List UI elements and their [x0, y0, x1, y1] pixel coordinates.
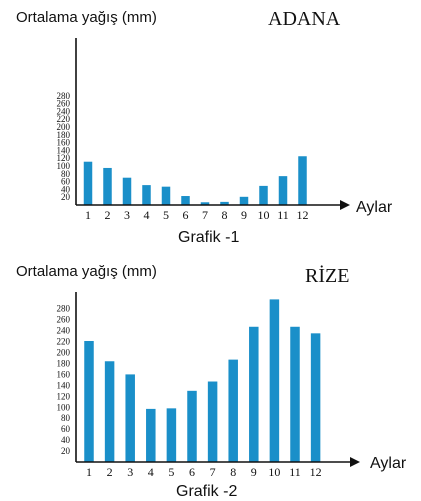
- adana-chart: Ortalama yağış (mm) ADANA 20406080100120…: [16, 8, 393, 246]
- chart1-y-tick-label: 180: [57, 130, 71, 140]
- chart1-x-tick-label: 8: [222, 208, 228, 222]
- chart1-y-tick-label: 120: [57, 153, 71, 163]
- chart2-x-tick-label: 5: [168, 465, 174, 479]
- chart2-y-tick-label: 140: [57, 380, 71, 390]
- chart2-y-axis-label: Ortalama yağış (mm): [16, 263, 157, 280]
- chart1-x-tick-label: 1: [85, 208, 91, 222]
- chart2-y-tick-label: 240: [57, 326, 71, 336]
- chart1-x-tick-label: 9: [241, 208, 247, 222]
- chart2-x-tick-label: 9: [251, 465, 257, 479]
- chart2-bar-7: [207, 381, 218, 462]
- chart2-x-tick-label: 11: [289, 465, 301, 479]
- chart1-x-tick-label: 2: [105, 208, 111, 222]
- chart2-y-tick-label: 280: [57, 304, 71, 314]
- chart1-y-tick-label: 20: [61, 192, 71, 202]
- chart1-x-tick-label: 4: [144, 208, 150, 222]
- chart2-y-tick-label: 200: [57, 348, 71, 358]
- chart2-x-ticks: 1 2 3 4 5 6 7 8 9 10 11 12: [86, 465, 322, 479]
- chart2-y-tick-label: 160: [57, 369, 71, 379]
- chart1-x-tick-label: 11: [277, 208, 289, 222]
- chart1-x-ticks: 1 2 3 4 5 6 7 8 9 10 11 12: [85, 208, 309, 222]
- chart1-y-tick-label: 100: [57, 161, 71, 171]
- chart2-bar-5: [166, 408, 177, 462]
- chart2-title: RİZE: [305, 264, 349, 287]
- chart1-y-tick-label: 240: [57, 106, 71, 116]
- chart1-y-tick-label: 220: [57, 114, 71, 124]
- chart1-y-tick-label: 280: [57, 91, 71, 101]
- chart2-x-tick-label: 1: [86, 465, 92, 479]
- chart2-y-tick-label: 100: [57, 402, 71, 412]
- chart2-y-tick-label: 120: [57, 391, 71, 401]
- chart1-x-tick-label: 7: [202, 208, 208, 222]
- chart1-bar-4: [142, 185, 151, 205]
- chart1-x-tick-label: 10: [258, 208, 270, 222]
- chart2-x-tick-label: 6: [189, 465, 195, 479]
- chart2-y-tick-label: 20: [61, 446, 71, 456]
- chart2-bar-11: [290, 326, 300, 462]
- chart2-x-tick-label: 3: [127, 465, 133, 479]
- chart2-bar-10: [269, 299, 280, 462]
- chart1-bar-6: [181, 196, 190, 205]
- chart1-bar-8: [220, 201, 229, 205]
- chart2-y-tick-label: 180: [57, 358, 71, 368]
- chart2-bar-12: [310, 333, 321, 462]
- chart1-x-axis-label: Aylar: [356, 199, 393, 216]
- chart1-y-tick-label: 40: [61, 184, 71, 194]
- chart1-x-tick-label: 3: [124, 208, 130, 222]
- chart2-x-axis-arrow: [350, 457, 360, 467]
- chart2-bar-1: [84, 341, 94, 462]
- chart1-caption: Grafik -1: [178, 229, 239, 246]
- chart2-bars: [84, 299, 321, 462]
- chart1-y-tick-label: 260: [57, 99, 71, 109]
- chart2-bar-6: [187, 390, 197, 462]
- chart2-x-tick-label: 12: [310, 465, 322, 479]
- chart2-x-tick-label: 2: [107, 465, 113, 479]
- chart1-x-tick-label: 12: [297, 208, 309, 222]
- chart1-bar-12: [298, 156, 307, 205]
- rize-chart: Ortalama yağış (mm) RİZE 204060801001201…: [16, 263, 407, 500]
- chart1-bar-9: [239, 196, 249, 205]
- chart2-caption: Grafik -2: [176, 483, 237, 500]
- chart1-bars: [83, 156, 307, 205]
- chart1-y-tick-label: 160: [57, 138, 71, 148]
- chart2-y-tick-label: 40: [61, 435, 71, 445]
- chart2-y-tick-label: 80: [61, 413, 71, 423]
- chart2-bar-4: [146, 408, 156, 462]
- chart2-y-tick-label: 260: [57, 315, 71, 325]
- chart1-y-tick-label: 80: [61, 169, 71, 179]
- chart2-x-tick-label: 4: [148, 465, 154, 479]
- chart1-y-tick-label: 140: [57, 145, 71, 155]
- chart1-bar-1: [83, 161, 93, 205]
- chart1-bar-7: [200, 202, 210, 205]
- chart2-x-axis-label: Aylar: [370, 455, 407, 472]
- chart2-bar-2: [104, 361, 115, 462]
- chart1-x-axis-arrow: [340, 200, 350, 210]
- chart2-y-tick-label: 220: [57, 337, 71, 347]
- chart2-x-tick-label: 10: [268, 465, 280, 479]
- chart1-bar-2: [103, 167, 112, 205]
- chart2-x-tick-label: 7: [210, 465, 216, 479]
- chart2-bar-9: [249, 326, 259, 462]
- chart1-x-tick-label: 6: [183, 208, 189, 222]
- chart1-bar-10: [259, 185, 268, 205]
- chart2-bar-8: [228, 359, 238, 462]
- chart1-y-tick-label: 60: [61, 177, 71, 187]
- chart1-bar-11: [278, 176, 288, 205]
- chart1-bar-3: [122, 177, 132, 205]
- chart1-y-axis-label: Ortalama yağış (mm): [16, 9, 157, 26]
- chart1-title: ADANA: [268, 8, 341, 30]
- chart2-y-tick-label: 60: [61, 424, 71, 434]
- chart2-x-tick-label: 8: [230, 465, 236, 479]
- chart1-bar-5: [161, 186, 171, 205]
- chart1-y-tick-label: 200: [57, 122, 71, 132]
- chart2-bar-3: [125, 374, 135, 462]
- chart1-x-tick-label: 5: [163, 208, 169, 222]
